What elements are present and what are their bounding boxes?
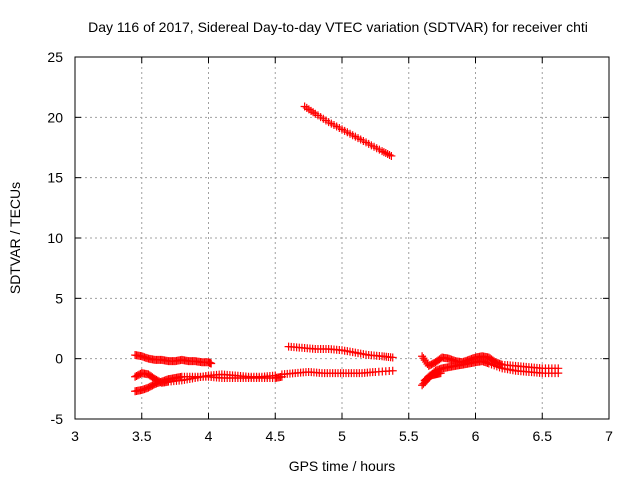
x-tick-label: 3.5	[132, 428, 152, 444]
y-tick-label: 20	[47, 109, 63, 125]
data-point	[379, 148, 388, 157]
y-tick-label: 25	[47, 49, 63, 65]
y-tick-label: 5	[55, 290, 63, 306]
data-point	[383, 150, 392, 159]
x-tick-label: 7	[605, 428, 613, 444]
series-arc-upper-mid	[284, 342, 397, 362]
y-tick-label: -5	[51, 411, 64, 427]
data-point	[388, 353, 397, 362]
y-tick-label: 0	[55, 351, 63, 367]
data-point	[554, 369, 563, 378]
axis-ticks: 3 3.5 4 4.5 5 5.5 6 6.5 7 -5 0 5 10 15 20 25	[47, 49, 613, 444]
series-arc-high-descending	[300, 102, 396, 160]
data-point	[385, 150, 394, 159]
grid	[75, 57, 609, 419]
data-point	[381, 149, 390, 158]
data-point	[271, 371, 280, 380]
data-point	[387, 151, 396, 160]
y-tick-label: 10	[47, 230, 63, 246]
y-axis-label: SDTVAR / TECUs	[7, 182, 23, 294]
x-tick-label: 4	[205, 428, 213, 444]
series-arc-late-c	[420, 369, 445, 385]
series-arc-upper-early	[131, 351, 216, 368]
x-tick-label: 6.5	[533, 428, 553, 444]
x-tick-label: 5	[338, 428, 346, 444]
y-tick-label: 15	[47, 170, 63, 186]
x-tick-label: 5.5	[399, 428, 419, 444]
chart-title: Day 116 of 2017, Sidereal Day-to-day VTE…	[88, 19, 588, 35]
x-axis-label: GPS time / hours	[289, 458, 396, 474]
data-point	[388, 366, 397, 375]
x-tick-label: 3	[71, 428, 79, 444]
x-tick-label: 6	[472, 428, 480, 444]
series-arc-late-b	[418, 357, 563, 390]
series-arc-lower-mid	[277, 366, 397, 379]
series-arc-crossing-early	[131, 369, 280, 387]
data-point	[436, 369, 445, 378]
data-point	[207, 359, 216, 368]
data-point	[378, 147, 387, 156]
x-tick-label: 4.5	[266, 428, 286, 444]
data-layer	[131, 102, 563, 396]
